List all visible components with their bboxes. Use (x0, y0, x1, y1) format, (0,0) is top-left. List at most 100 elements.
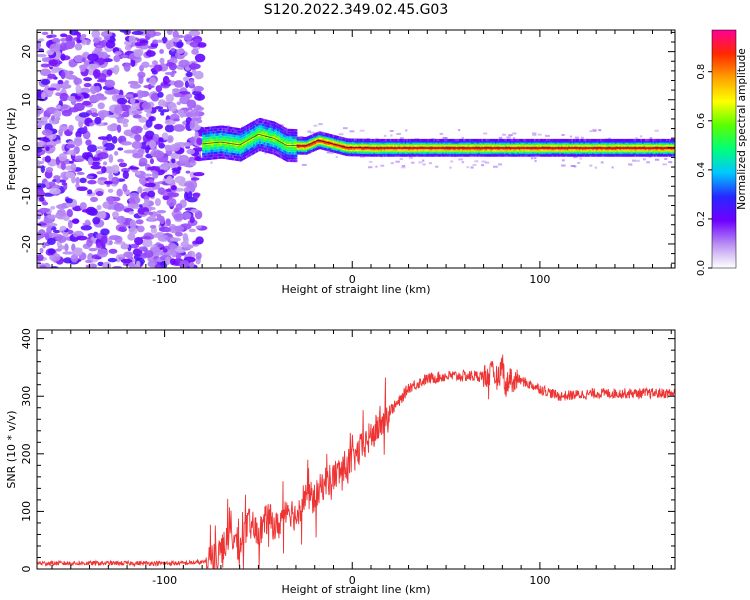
ridge-cell (319, 141, 322, 145)
spectral-speck (668, 161, 673, 164)
noise-cell (71, 219, 80, 224)
ridge-cell (413, 153, 416, 156)
ridge-cell (269, 148, 272, 152)
ridge-cell (467, 149, 471, 152)
ridge-cell (412, 140, 415, 143)
ridge-cell (509, 151, 513, 155)
ridge-cell (247, 131, 250, 135)
ridge-cell (314, 148, 317, 151)
ridge-cell (467, 142, 471, 146)
ridge-cell (250, 135, 253, 138)
ridge-cell (271, 149, 274, 152)
ridge-cell (556, 141, 559, 144)
ridge-cell (283, 129, 286, 132)
ridge-cell (398, 149, 401, 152)
ridge-cell (593, 142, 597, 146)
ridge-cell (601, 153, 604, 156)
ridge-cell (436, 154, 439, 157)
spectral-speck (309, 131, 315, 134)
noise-cell (98, 211, 106, 219)
ridge-cell (610, 153, 613, 156)
ridge-cell (350, 143, 353, 147)
ridge-cell (572, 153, 576, 156)
ridge-cell (478, 153, 481, 156)
ridge-cell (331, 143, 334, 146)
ridge-cell (439, 154, 442, 157)
noise-cell (183, 142, 192, 147)
ridge-cell (346, 144, 349, 148)
noise-cell (148, 178, 155, 184)
ridge-cell (356, 138, 359, 142)
ridge-cell (473, 145, 477, 148)
noise-cell (193, 38, 202, 43)
ridge-cell (464, 144, 468, 147)
ridge-cell (394, 149, 397, 152)
noise-cell (48, 59, 58, 67)
ridge-cell (446, 145, 450, 148)
noise-cell (64, 40, 75, 50)
ridge-cell (542, 140, 546, 143)
ridge-cell (560, 150, 564, 153)
ridge-cell (212, 139, 215, 142)
ridge-cell (292, 152, 295, 155)
ridge-cell (448, 153, 451, 156)
ridge-cell (299, 147, 302, 150)
ridge-cell (334, 141, 337, 145)
ridge-cell (491, 153, 495, 156)
ridge-cell (280, 135, 283, 138)
noise-cell (167, 102, 177, 112)
ridge-cell (562, 141, 565, 144)
ridge-cell (313, 141, 316, 144)
ridge-cell (376, 149, 379, 152)
ridge-cell (317, 141, 320, 145)
ridge-cell (395, 149, 398, 152)
ridge-cell (223, 128, 226, 131)
ridge-cell (371, 147, 374, 151)
ridge-cell (595, 149, 598, 152)
ridge-cell (397, 138, 400, 142)
ridge-cell (493, 141, 496, 144)
ridge-cell (380, 151, 383, 155)
ridge-cell (424, 154, 427, 157)
ridge-cell (580, 154, 583, 157)
ridge-cell (286, 159, 289, 162)
ridge-cell (362, 148, 365, 152)
ridge-cell (290, 139, 293, 142)
ridge-cell (454, 142, 457, 146)
ridge-cell (449, 154, 453, 157)
noise-cell (90, 164, 102, 170)
ridge-cell (400, 145, 403, 148)
ridge-cell (602, 150, 606, 153)
ridge-cell (460, 149, 463, 152)
ridge-cell (215, 125, 218, 129)
ridge-cell (463, 140, 466, 143)
ridge-cell (526, 141, 529, 144)
noise-cell (82, 152, 90, 160)
noise-cell (172, 172, 177, 176)
ridge-cell (235, 153, 238, 156)
ridge-cell (305, 144, 308, 147)
ridge-cell (401, 140, 404, 143)
ridge-cell (434, 142, 438, 146)
spectral-speck (508, 134, 513, 137)
ridge-cell (380, 153, 383, 156)
ridge-cell (449, 142, 453, 146)
ridge-cell (343, 140, 346, 143)
ridge-cell (235, 150, 238, 154)
noise-cell (102, 261, 112, 268)
ridge-cell (313, 139, 316, 143)
ridge-cell (590, 151, 594, 155)
ridge-cell (230, 134, 233, 138)
ridge-cell (289, 154, 292, 157)
ridge-cell (332, 143, 335, 147)
ridge-cell (584, 147, 588, 151)
ridge-cell (565, 145, 568, 148)
ridge-cell (620, 149, 624, 152)
ridge-cell (235, 148, 238, 151)
spectral-speck (589, 130, 593, 133)
ridge-cell (305, 150, 308, 154)
ridge-cell (616, 153, 619, 156)
ridge-cell (533, 142, 537, 146)
ridge-cell (301, 140, 304, 144)
ridge-cell (400, 151, 403, 155)
